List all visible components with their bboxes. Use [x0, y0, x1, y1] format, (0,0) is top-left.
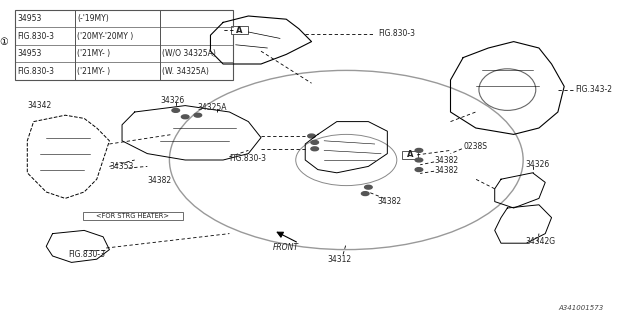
- Circle shape: [311, 147, 319, 151]
- Circle shape: [415, 168, 422, 172]
- FancyBboxPatch shape: [15, 10, 232, 80]
- Text: FRONT: FRONT: [273, 244, 300, 252]
- Text: 34953: 34953: [17, 14, 42, 23]
- Circle shape: [308, 134, 316, 138]
- Text: FIG.830-3: FIG.830-3: [378, 29, 415, 38]
- Circle shape: [365, 185, 372, 189]
- Text: ('20MY-'20MY ): ('20MY-'20MY ): [77, 31, 134, 41]
- Circle shape: [172, 108, 180, 112]
- Text: FIG.830-3: FIG.830-3: [229, 154, 266, 163]
- Text: 34342: 34342: [28, 101, 52, 110]
- Text: (W. 34325A): (W. 34325A): [163, 67, 209, 76]
- FancyBboxPatch shape: [402, 151, 419, 159]
- Text: ①: ①: [0, 36, 8, 47]
- FancyBboxPatch shape: [83, 212, 183, 220]
- Text: (W/O 34325A): (W/O 34325A): [163, 49, 216, 58]
- Text: 34382: 34382: [378, 197, 402, 206]
- Circle shape: [415, 148, 422, 152]
- Text: A: A: [236, 26, 243, 35]
- Text: 34326: 34326: [525, 160, 549, 169]
- Circle shape: [362, 192, 369, 196]
- Text: 34953: 34953: [17, 49, 42, 58]
- Text: 34325A: 34325A: [198, 103, 227, 112]
- Text: 34342G: 34342G: [525, 237, 555, 246]
- Text: 34382: 34382: [435, 156, 459, 165]
- Text: FIG.830-3: FIG.830-3: [68, 250, 106, 259]
- Circle shape: [194, 113, 202, 117]
- Circle shape: [311, 140, 319, 144]
- Circle shape: [415, 158, 422, 162]
- Text: FIG.830-3: FIG.830-3: [17, 67, 54, 76]
- Text: A341001573: A341001573: [558, 305, 603, 311]
- Text: ('21MY- ): ('21MY- ): [77, 67, 110, 76]
- Text: ('21MY- ): ('21MY- ): [77, 49, 110, 58]
- Text: FIG.830-3: FIG.830-3: [17, 31, 54, 41]
- Text: 34326: 34326: [160, 96, 184, 105]
- Text: 34382: 34382: [147, 176, 172, 185]
- Text: A: A: [407, 150, 413, 159]
- Text: 34353: 34353: [109, 162, 134, 171]
- Circle shape: [181, 115, 189, 119]
- Text: FIG.343-2: FIG.343-2: [575, 85, 612, 94]
- FancyBboxPatch shape: [231, 26, 248, 34]
- Text: 34312: 34312: [327, 255, 351, 264]
- Text: (-'19MY): (-'19MY): [77, 14, 109, 23]
- Text: 34382: 34382: [435, 166, 459, 175]
- Text: <FOR STRG HEATER>: <FOR STRG HEATER>: [96, 213, 169, 219]
- Text: 0238S: 0238S: [463, 142, 487, 151]
